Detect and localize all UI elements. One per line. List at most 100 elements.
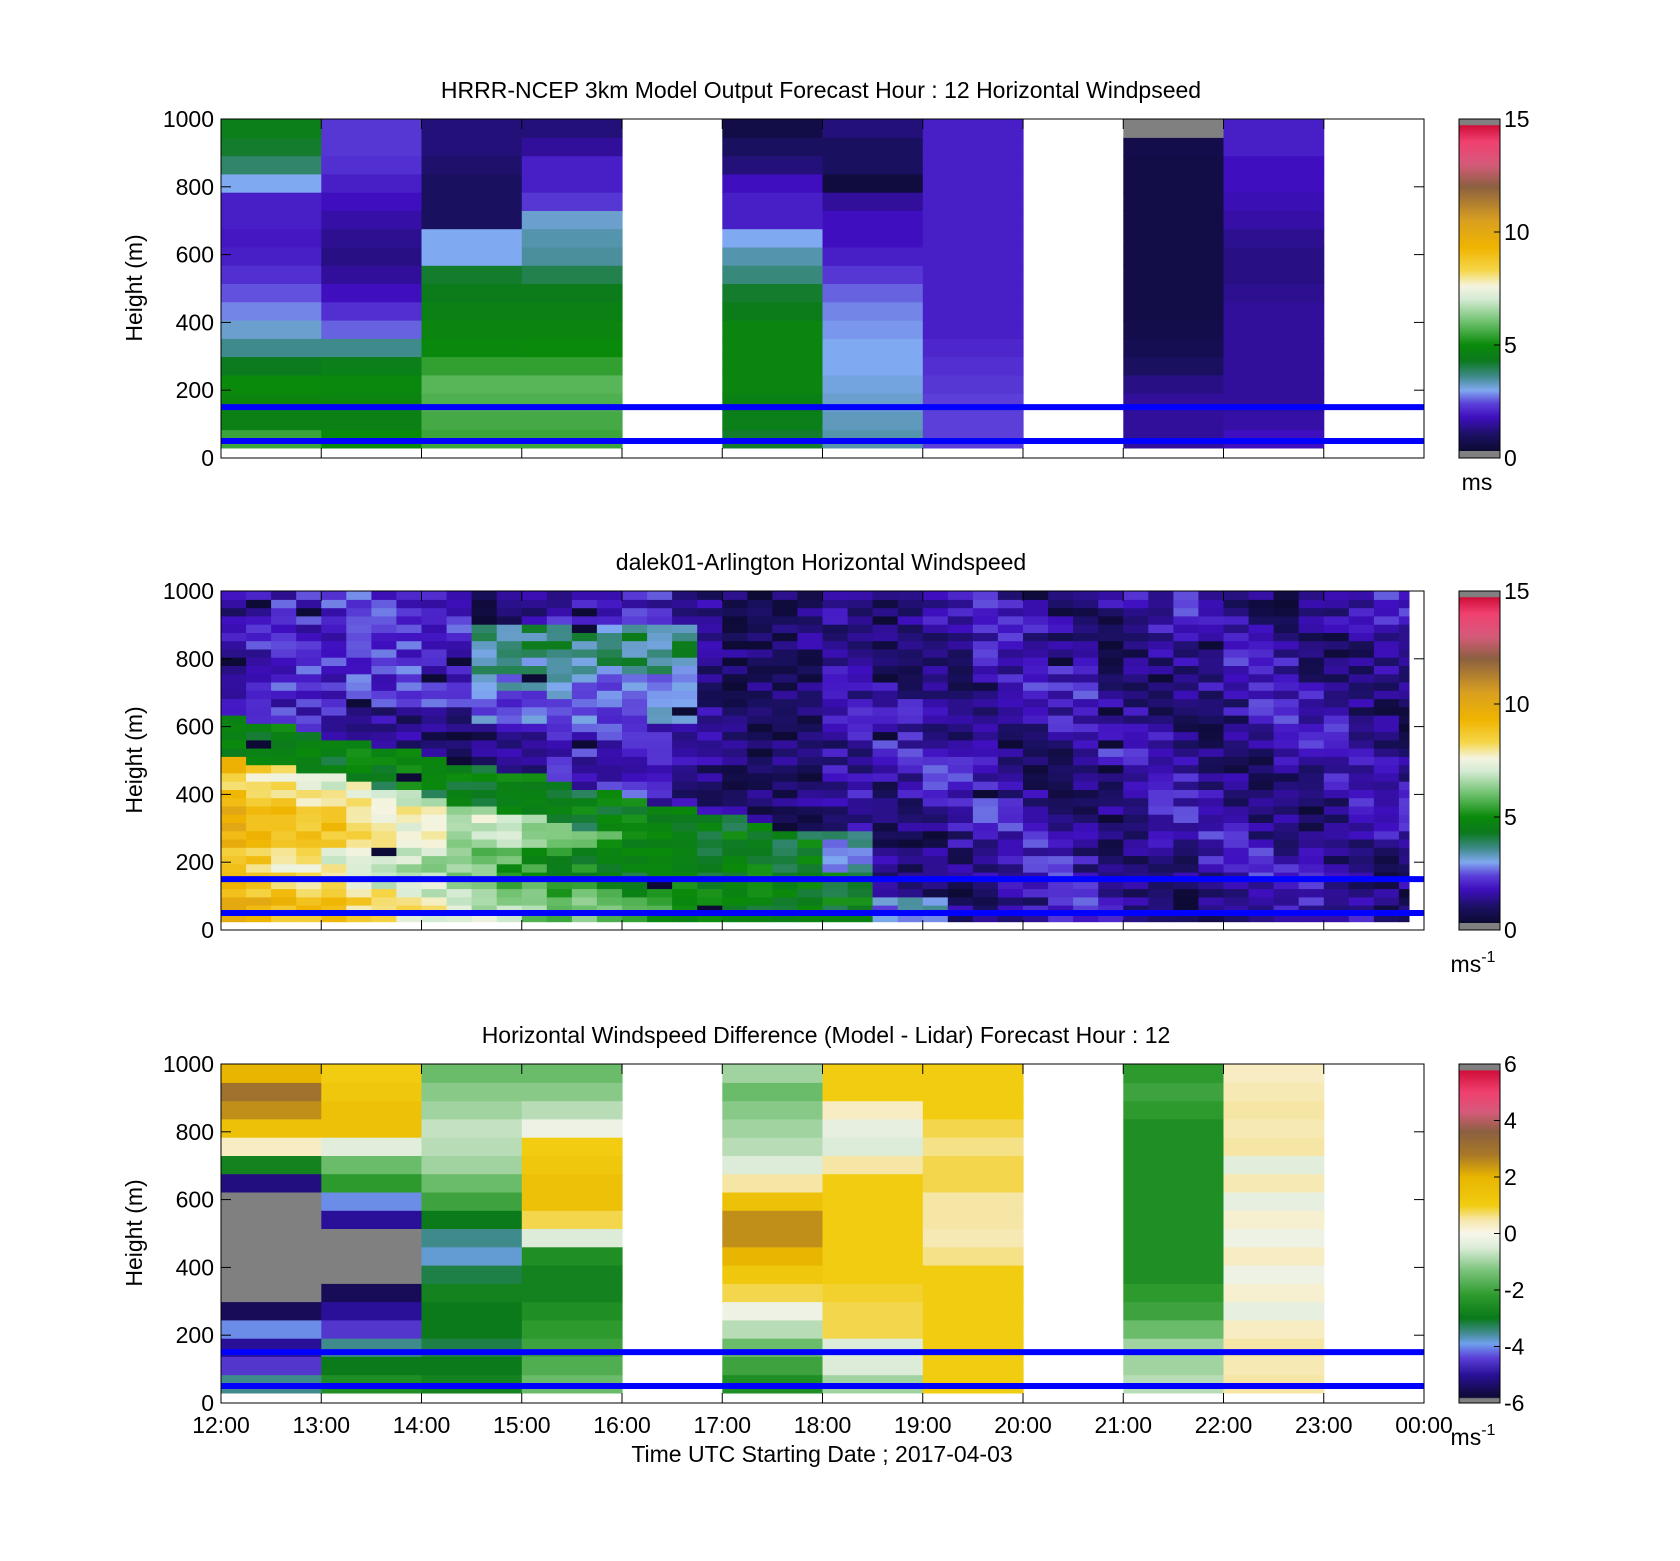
heatmap-cell: [1123, 137, 1225, 157]
heatmap-cell: [221, 301, 322, 321]
heatmap-cell: [1348, 830, 1375, 840]
heatmap-cell: [1173, 863, 1200, 873]
heatmap-cell: [521, 1319, 623, 1339]
heatmap-cell: [571, 863, 598, 873]
heatmap-cell: [697, 690, 723, 700]
heatmap-cell: [471, 913, 498, 923]
heatmap-cell: [421, 599, 448, 609]
heatmap-cell: [221, 228, 322, 248]
heatmap-cell: [1048, 690, 1074, 700]
heatmap-cell: [1248, 805, 1275, 815]
heatmap-cell: [1123, 173, 1225, 193]
heatmap-cell: [296, 698, 322, 708]
heatmap-cell: [622, 648, 648, 658]
heatmap-cell: [246, 640, 272, 650]
heatmap-cell: [822, 265, 924, 284]
heatmap-cell: [1073, 615, 1099, 625]
heatmap-cell: [997, 599, 1024, 609]
heatmap-cell: [321, 1246, 423, 1266]
heatmap-cell: [221, 822, 247, 832]
heatmap-cell: [672, 814, 698, 823]
heatmap-cell: [1123, 896, 1149, 906]
heatmap-cell: [1098, 731, 1124, 741]
heatmap-cell: [697, 624, 723, 633]
colorbar-tick-label: 10: [1504, 691, 1530, 717]
heatmap-cell: [1023, 805, 1049, 815]
heatmap-cell: [1223, 648, 1250, 658]
heatmap-cell: [1148, 838, 1174, 848]
heatmap-cell: [872, 599, 899, 609]
heatmap-cell: [371, 863, 398, 873]
heatmap-cell: [546, 805, 573, 815]
heatmap-cell: [1123, 1319, 1225, 1339]
heatmap-cell: [947, 789, 974, 799]
y-tick-label: 1000: [163, 578, 214, 604]
heatmap-cell: [346, 855, 372, 865]
heatmap-cell: [672, 888, 698, 898]
heatmap-cell: [1298, 615, 1325, 625]
heatmap-cell: [797, 905, 824, 914]
heatmap-cell: [1248, 723, 1275, 733]
heatmap-cell: [1198, 698, 1225, 708]
heatmap-cell: [847, 805, 874, 815]
heatmap-cell: [797, 838, 824, 848]
y-tick-label: 200: [176, 849, 214, 875]
heatmap-cell: [1248, 690, 1275, 700]
heatmap-cell: [296, 863, 322, 873]
heatmap-cell: [822, 913, 849, 923]
heatmap-cell: [596, 665, 623, 675]
heatmap-cell: [1348, 814, 1375, 823]
heatmap-cell: [1098, 913, 1124, 923]
heatmap-cell: [571, 830, 598, 840]
heatmap-cell: [922, 681, 949, 691]
heatmap-cell: [596, 632, 623, 642]
heatmap-cell: [1148, 673, 1174, 683]
heatmap-cell: [1048, 657, 1074, 666]
heatmap-cell: [897, 657, 924, 666]
heatmap-cell: [546, 781, 573, 790]
heatmap-cell: [797, 880, 824, 890]
heatmap-cell: [221, 905, 247, 914]
heatmap-cell: [546, 888, 573, 898]
heatmap-cell: [922, 210, 1024, 230]
heatmap-cell: [521, 723, 548, 733]
heatmap-cell: [747, 805, 773, 815]
heatmap-cell: [1298, 888, 1325, 898]
heatmap-cell: [672, 756, 698, 766]
heatmap-cell: [321, 624, 347, 633]
heatmap-cell: [1273, 673, 1300, 683]
panel-difference-ylabel: Height (m): [121, 1179, 147, 1286]
heatmap-cell: [947, 748, 974, 757]
heatmap-cell: [1373, 830, 1400, 840]
heatmap-cell: [1223, 356, 1325, 376]
heatmap-cell: [271, 681, 297, 691]
heatmap-cell: [947, 913, 974, 923]
heatmap-cell: [847, 648, 874, 658]
heatmap-cell: [1223, 228, 1325, 248]
heatmap-cell: [1123, 1283, 1225, 1303]
heatmap-cell: [822, 1100, 924, 1120]
heatmap-cell: [1148, 739, 1174, 749]
heatmap-cell: [872, 756, 899, 766]
heatmap-cell: [396, 607, 423, 617]
heatmap-cell: [246, 624, 272, 633]
heatmap-cell: [1273, 591, 1300, 600]
heatmap-cell: [421, 847, 448, 857]
heatmap-cell: [1198, 764, 1225, 774]
heatmap-cell: [647, 607, 673, 617]
y-tick-label: 400: [176, 781, 214, 807]
heatmap-cell: [822, 320, 924, 339]
heatmap-cell: [847, 690, 874, 700]
heatmap-cell: [647, 905, 673, 914]
heatmap-cell: [1348, 648, 1375, 658]
heatmap-cell: [546, 673, 573, 683]
heatmap-cell: [1173, 624, 1200, 633]
colorbar-tick-label: 0: [1504, 445, 1517, 471]
heatmap-cell: [947, 591, 974, 600]
heatmap-cell: [246, 781, 272, 790]
heatmap-cell: [296, 681, 322, 691]
heatmap-cell: [1123, 781, 1149, 790]
heatmap-cell: [571, 855, 598, 865]
heatmap-cell: [847, 888, 874, 898]
heatmap-cell: [797, 698, 824, 708]
